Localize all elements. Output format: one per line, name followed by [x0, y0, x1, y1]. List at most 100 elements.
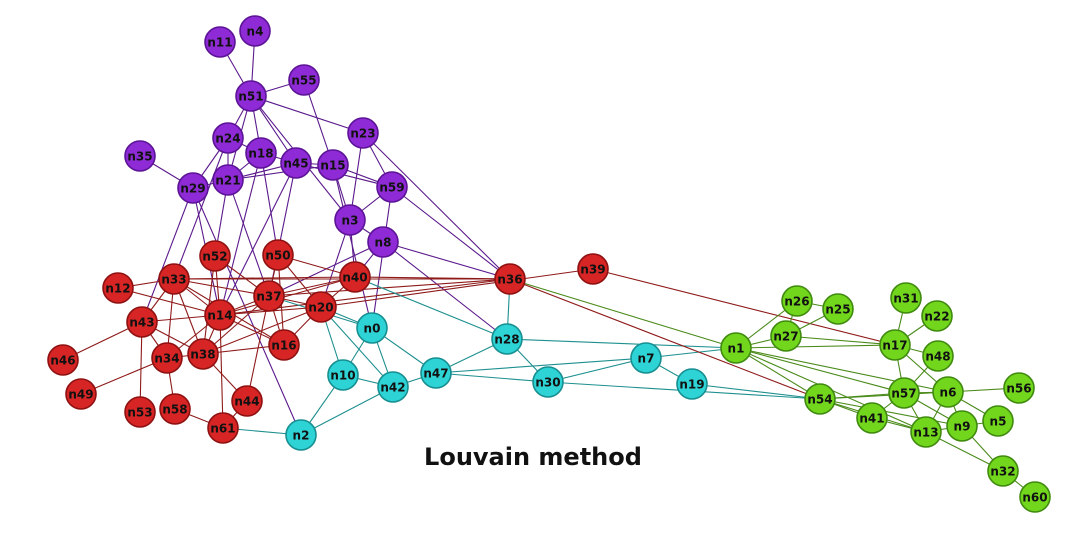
node-label-n20: n20 [308, 301, 333, 315]
edge-n40-n36 [354, 276, 511, 280]
node-circle-n3 [334, 204, 366, 236]
node-label-n19: n19 [679, 378, 704, 392]
node-label-n61: n61 [210, 422, 235, 436]
node-n20: n20 [305, 291, 337, 323]
node-n5: n5 [982, 405, 1014, 437]
node-label-n53: n53 [127, 406, 152, 420]
node-n1: n1 [720, 332, 752, 364]
node-label-n40: n40 [342, 271, 367, 285]
node-label-n13: n13 [913, 426, 938, 440]
node-circle-n20 [305, 291, 337, 323]
node-n28: n28 [491, 323, 523, 355]
edge-n21-n37 [227, 179, 270, 297]
node-n31: n31 [890, 282, 922, 314]
node-circle-n41 [856, 402, 888, 434]
node-circle-n6 [932, 376, 964, 408]
edge-n19-n54 [691, 383, 821, 400]
edge-n39-n17 [592, 268, 896, 346]
edge-n24-n33 [173, 137, 229, 280]
node-circle-n52 [199, 240, 231, 272]
node-circle-n15 [317, 149, 349, 181]
edge-n20-n38 [202, 306, 322, 355]
node-label-n23: n23 [350, 127, 375, 141]
edge-n36-n37 [268, 278, 511, 297]
node-label-n10: n10 [330, 369, 355, 383]
node-n30: n30 [532, 366, 564, 398]
node-circle-n24 [212, 122, 244, 154]
node-n53: n53 [124, 396, 156, 428]
node-label-n58: n58 [162, 403, 187, 417]
node-n35: n35 [124, 140, 156, 172]
node-n18: n18 [245, 137, 277, 169]
graph-caption: Louvain method [424, 443, 642, 471]
node-label-n8: n8 [375, 236, 392, 250]
node-circle-n9 [946, 410, 978, 442]
node-label-n59: n59 [379, 181, 404, 195]
node-label-n36: n36 [497, 273, 522, 287]
node-circle-n42 [377, 371, 409, 403]
edge-n23-n36 [362, 132, 511, 280]
node-label-n12: n12 [105, 282, 130, 296]
edge-n12-n14 [117, 287, 221, 316]
node-label-n48: n48 [925, 350, 950, 364]
node-label-n55: n55 [291, 74, 316, 88]
node-circle-n12 [102, 272, 134, 304]
node-label-n43: n43 [129, 316, 154, 330]
node-n47: n47 [420, 357, 452, 389]
node-n58: n58 [159, 393, 191, 425]
node-n29: n29 [177, 172, 209, 204]
node-circle-n35 [124, 140, 156, 172]
node-n10: n10 [327, 359, 359, 391]
node-n44: n44 [231, 385, 263, 417]
node-label-n38: n38 [190, 348, 215, 362]
node-circle-n49 [65, 378, 97, 410]
node-circle-n45 [280, 147, 312, 179]
node-circle-n5 [982, 405, 1014, 437]
node-n7: n7 [630, 342, 662, 374]
node-label-n52: n52 [202, 250, 227, 264]
node-circle-n1 [720, 332, 752, 364]
node-n25: n25 [822, 293, 854, 325]
node-circle-n40 [339, 261, 371, 293]
node-circle-n21 [212, 164, 244, 196]
node-label-n47: n47 [423, 367, 448, 381]
edge-n47-n30 [435, 372, 549, 383]
node-n6: n6 [932, 376, 964, 408]
node-n51: n51 [235, 80, 267, 112]
node-circle-n53 [124, 396, 156, 428]
edge-n14-n61 [219, 314, 224, 429]
edge-n51-n23 [250, 95, 364, 134]
node-n26: n26 [781, 285, 813, 317]
node-circle-n37 [253, 280, 285, 312]
node-label-n18: n18 [248, 147, 273, 161]
node-n32: n32 [987, 455, 1019, 487]
node-n34: n34 [151, 342, 183, 374]
node-label-n54: n54 [807, 393, 832, 407]
node-n36: n36 [494, 263, 526, 295]
node-n52: n52 [199, 240, 231, 272]
edge-n29-n43 [141, 187, 194, 323]
node-n46: n46 [47, 344, 79, 376]
edge-n1-n54 [735, 347, 821, 400]
edge-n1-n36 [509, 278, 737, 349]
node-label-n41: n41 [859, 412, 884, 426]
node-n42: n42 [377, 371, 409, 403]
node-n50: n50 [262, 239, 294, 271]
node-label-n30: n30 [535, 376, 560, 390]
node-n3: n3 [334, 204, 366, 236]
node-n39: n39 [577, 253, 609, 285]
node-label-n42: n42 [380, 381, 405, 395]
node-n60: n60 [1019, 481, 1051, 513]
node-circle-n7 [630, 342, 662, 374]
node-n2: n2 [285, 419, 317, 451]
node-label-n45: n45 [283, 157, 308, 171]
node-circle-n46 [47, 344, 79, 376]
node-circle-n0 [356, 312, 388, 344]
node-n19: n19 [676, 368, 708, 400]
edge-n18-n50 [260, 152, 279, 256]
node-circle-n56 [1003, 372, 1035, 404]
node-label-n34: n34 [154, 352, 179, 366]
node-circle-n48 [922, 340, 954, 372]
node-n56: n56 [1003, 372, 1035, 404]
